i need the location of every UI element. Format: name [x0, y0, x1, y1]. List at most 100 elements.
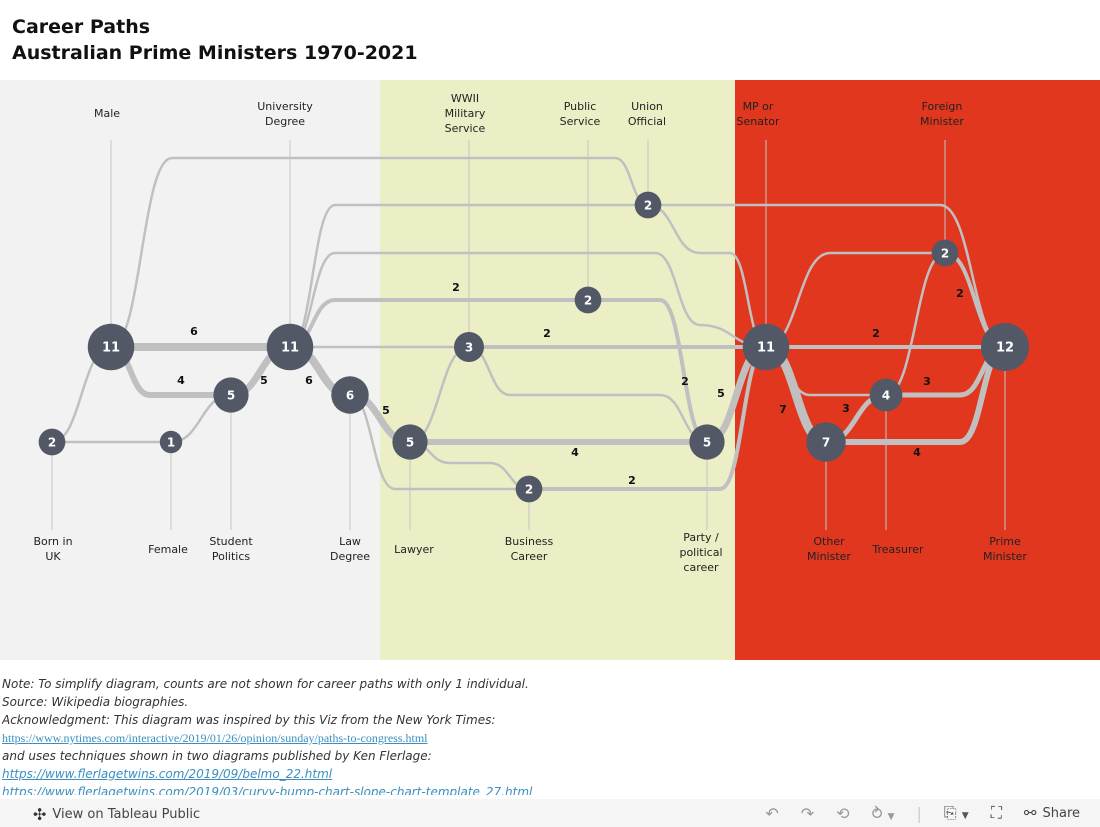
- node-label-law: Law: [339, 535, 361, 548]
- node-count: 6: [346, 389, 354, 403]
- node-male: 11 Male: [87, 107, 135, 371]
- node-count: 2: [941, 247, 949, 261]
- notes: Note: To simplify diagram, counts are no…: [2, 675, 1098, 795]
- redo-icon[interactable]: ↷: [800, 803, 815, 823]
- refresh-icon[interactable]: ⥁ ▼: [871, 803, 895, 823]
- node-label-student: Student: [209, 535, 253, 548]
- node-circle: [392, 424, 428, 460]
- node-count: 11: [281, 341, 299, 356]
- node-circle: [742, 323, 790, 371]
- node-label-party: Party /: [683, 531, 719, 544]
- node-count: 12: [996, 341, 1014, 356]
- link-count-label: 2: [872, 327, 880, 340]
- node-label-wwii: WWII: [451, 92, 479, 105]
- flerlage-link-1[interactable]: https://www.flerlagetwins.com/2019/09/be…: [2, 767, 333, 781]
- node-label-union: Official: [628, 115, 666, 128]
- acknowledgment-text: Acknowledgment: This diagram was inspire…: [2, 713, 496, 727]
- node-circle: [806, 422, 846, 462]
- node-student: 5 Student Politics: [209, 377, 253, 563]
- link-count-label: 6: [190, 325, 198, 338]
- viz-title: Career Paths Australian Prime Ministers …: [12, 14, 418, 66]
- view-on-tableau-button[interactable]: ✣ View on Tableau Public: [33, 805, 200, 824]
- node-label-mp: MP or: [743, 100, 774, 113]
- link-count-label: 5: [260, 374, 268, 387]
- node-label-uni: University: [257, 100, 313, 113]
- node-circle: [634, 191, 662, 219]
- node-label-male: Male: [94, 107, 120, 120]
- link-count-label: 4: [913, 446, 921, 459]
- node-female: 1 Female: [148, 430, 188, 556]
- career-paths-diagram: 6 4 5 2 2 2 6 5 4 2 5 2 7 3 4 3 2 11 Male 11 University Degre…: [0, 80, 1100, 660]
- node-label-bornuk: Born in: [33, 535, 72, 548]
- revert-icon[interactable]: ⟲: [836, 803, 850, 823]
- node-label-law: Degree: [330, 550, 370, 563]
- node-count: 2: [525, 483, 533, 497]
- link-uni-pm: [288, 203, 1007, 349]
- node-mp: 11 MP or Senator: [736, 100, 790, 371]
- link-wwii-party: [467, 345, 709, 444]
- node-count: 5: [227, 389, 235, 403]
- node-count: 2: [584, 294, 592, 308]
- node-circle: [980, 322, 1030, 372]
- node-label-female: Female: [148, 543, 188, 556]
- node-label-bornuk: UK: [45, 550, 61, 563]
- node-label-business: Business: [505, 535, 554, 548]
- node-count: 5: [703, 436, 711, 450]
- title-line-1: Career Paths: [12, 16, 151, 38]
- link-count-label: 6: [305, 374, 313, 387]
- node-bornuk: 2 Born in UK: [33, 428, 73, 563]
- node-label-business: Career: [511, 550, 548, 563]
- node-circle: [869, 378, 903, 412]
- link-uni-mp: [288, 251, 768, 349]
- node-count: 5: [406, 436, 414, 450]
- node-label-foreign: Minister: [920, 115, 964, 128]
- share-icon: ⚯: [1023, 804, 1037, 822]
- node-label-party: career: [683, 561, 719, 574]
- link-count-label: 2: [543, 327, 551, 340]
- tableau-logo-icon: ✣: [33, 805, 47, 824]
- node-business: 2 Business Career: [505, 475, 554, 563]
- node-count: 1: [167, 436, 175, 450]
- undo-icon[interactable]: ↶: [765, 803, 779, 823]
- node-pubserv: 2 Public Service: [560, 100, 602, 314]
- link-count-label: 4: [177, 374, 185, 387]
- link-count-label: 3: [842, 402, 850, 415]
- node-wwii: 3 WWII Military Service: [445, 92, 486, 363]
- node-other: 7 Other Minister: [806, 422, 851, 563]
- link-count-label: 2: [956, 287, 964, 300]
- node-treasurer: 4 Treasurer: [869, 378, 924, 556]
- link-count-label: 5: [382, 404, 390, 417]
- node-label-union: Union: [631, 100, 663, 113]
- node-count: 4: [882, 389, 890, 403]
- fullscreen-icon[interactable]: ⛶: [990, 803, 1002, 822]
- nytimes-link[interactable]: https://www.nytimes.com/interactive/2019…: [2, 731, 428, 745]
- link-count-label: 2: [628, 474, 636, 487]
- node-pm: 12 Prime Minister: [980, 322, 1030, 563]
- link-count-label: 4: [571, 446, 579, 459]
- node-circle: [453, 331, 485, 363]
- share-button[interactable]: ⚯ Share: [1024, 804, 1080, 822]
- node-count: 2: [48, 436, 56, 450]
- tableau-toolbar: ✣ View on Tableau Public ↶ ↷ ⟲ ⥁ ▼ | ⎘ ▼…: [0, 799, 1100, 827]
- node-law: 6 Law Degree: [330, 376, 370, 563]
- node-label-treasurer: Treasurer: [871, 543, 924, 556]
- node-label-other: Other: [813, 535, 845, 548]
- node-count: 3: [465, 341, 473, 355]
- flerlage-link-2[interactable]: https://www.flerlagetwins.com/2019/03/cu…: [2, 785, 533, 795]
- node-circle: [331, 376, 369, 414]
- node-party: 5 Party / political career: [679, 424, 725, 574]
- node-circle: [87, 323, 135, 371]
- node-circle: [689, 424, 725, 460]
- node-label-wwii: Service: [445, 122, 486, 135]
- node-label-other: Minister: [807, 550, 851, 563]
- node-foreign: 2 Foreign Minister: [920, 100, 964, 267]
- node-label-pm: Prime: [989, 535, 1021, 548]
- link-count-label: 7: [779, 403, 787, 416]
- divider: |: [916, 803, 922, 823]
- download-icon[interactable]: ⎘ ▼: [943, 803, 969, 822]
- share-label: Share: [1042, 805, 1080, 821]
- node-circle: [931, 239, 959, 267]
- node-lawyer: 5 Lawyer: [392, 424, 434, 556]
- node-circle: [213, 377, 249, 413]
- node-label-pm: Minister: [983, 550, 1027, 563]
